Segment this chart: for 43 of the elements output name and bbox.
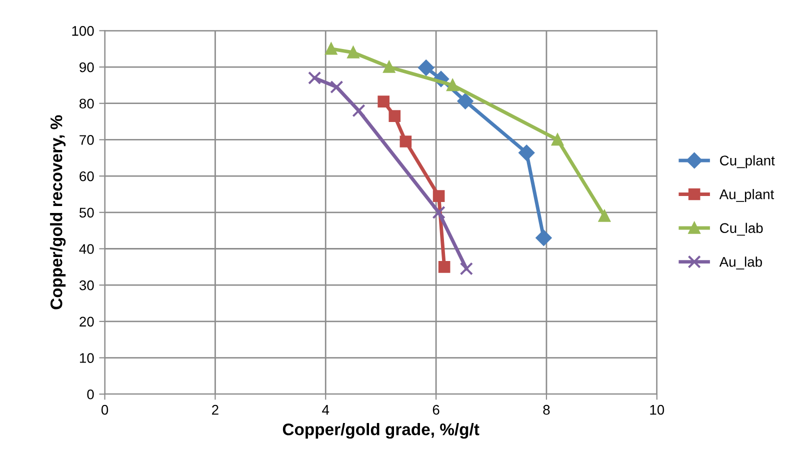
y-tick-label: 80: [80, 98, 94, 109]
y-tick-label: 10: [80, 353, 94, 363]
point: [308, 71, 322, 85]
y-axis-title: Copper/gold recovery, %: [50, 115, 66, 310]
point: [457, 93, 474, 110]
point: [598, 210, 610, 222]
x-tick-label: 2: [212, 404, 218, 415]
point: [536, 230, 552, 246]
y-tick-label: 100: [72, 26, 94, 36]
y-tick-label: 20: [80, 316, 94, 327]
point: [388, 110, 401, 122]
x-tick-label: 8: [543, 404, 550, 415]
y-tick-label: 0: [87, 389, 94, 400]
point: [330, 80, 344, 94]
point: [400, 136, 412, 148]
point: [325, 42, 338, 55]
point: [418, 60, 434, 76]
y-tick-label: 40: [79, 244, 94, 254]
point: [378, 96, 390, 108]
point: [352, 104, 366, 118]
point: [347, 46, 360, 58]
x-tick-label: 10: [650, 404, 664, 415]
y-tick-label: 50: [79, 208, 94, 218]
point: [432, 190, 445, 202]
x-tick-label: 0: [101, 404, 108, 415]
x-axis-title: Copper/gold grade, %/g/t: [282, 423, 480, 439]
legend-label: Au_lab: [719, 256, 762, 270]
point: [460, 262, 474, 276]
point: [446, 79, 459, 92]
legend-label: Au_plant: [719, 189, 774, 202]
y-tick-label: 30: [79, 280, 94, 290]
x-tick-label: 6: [432, 404, 440, 415]
point: [438, 261, 450, 273]
point: [432, 206, 446, 219]
y-tick-label: 90: [80, 62, 94, 72]
y-tick-label: 60: [80, 171, 94, 182]
point: [552, 134, 564, 146]
point: [518, 144, 535, 161]
legend-label: Cu_plant: [720, 155, 775, 168]
y-tick-label: 70: [80, 135, 94, 145]
point: [383, 61, 396, 73]
legend-label: Cu_lab: [720, 222, 763, 236]
x-tick-label: 4: [322, 405, 330, 415]
